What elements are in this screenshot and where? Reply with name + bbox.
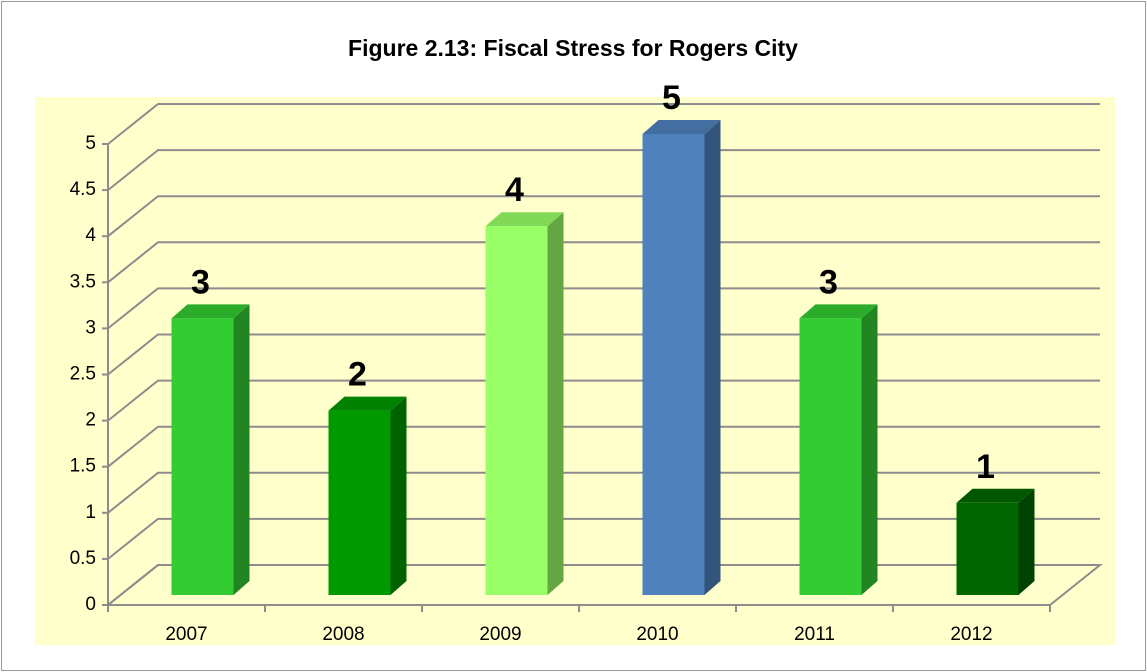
grid-line [107,287,1100,330]
grid-line [107,425,1100,468]
x-tick-label: 2010 [636,624,678,645]
grid-line [107,379,1100,422]
chart-title: Figure 2.13: Fiscal Stress for Rogers Ci… [348,35,798,61]
grid-line [107,471,1100,514]
x-tick-label: 2009 [479,624,521,645]
grid-line [107,149,1100,191]
bar-side [704,120,721,595]
data-label: 4 [505,171,524,209]
floor [105,564,1103,606]
x-tick-label: 2007 [165,624,207,645]
bar [642,134,705,595]
x-tick-label: 2011 [794,624,835,645]
y-tick-label: 4 [85,225,96,246]
bar-side [1018,488,1035,595]
bar-top [799,304,878,319]
bar [171,318,234,595]
bar [956,502,1019,595]
bar [799,318,862,595]
y-tick-label: 5 [85,133,96,154]
grid-line [107,241,1100,284]
data-label: 2 [348,356,367,394]
bar-top [956,488,1035,503]
bar-side [390,396,407,595]
grid-line [107,564,1100,606]
y-tick-label: 4.5 [70,179,96,200]
bar-top [171,304,250,319]
y-tick-label: 0.5 [70,548,96,569]
y-tick-label: 1 [85,502,96,523]
data-label: 3 [191,263,210,301]
y-tick-label: 0 [85,594,96,615]
y-tick-label: 3.5 [70,271,96,292]
data-label: 3 [819,263,838,301]
bar-top [485,212,564,227]
y-tick-label: 3 [85,317,96,338]
bar-side [861,304,878,595]
grid-line [107,103,1100,145]
x-tick-label: 2012 [950,624,992,645]
grid-line [107,517,1100,560]
bar-side [233,304,250,595]
y-tick-label: 1.5 [70,456,96,477]
data-label: 5 [662,79,681,117]
x-tick-label: 2008 [322,624,364,645]
y-tick-label: 2.5 [70,364,96,385]
bar-top [328,396,407,411]
bar-top [642,120,721,134]
grid-line [107,195,1100,237]
bar [328,410,391,595]
grid-line [107,333,1100,376]
bar-side [547,212,564,595]
data-label: 1 [976,448,995,486]
bar [485,226,548,595]
y-tick-label: 2 [85,410,96,431]
